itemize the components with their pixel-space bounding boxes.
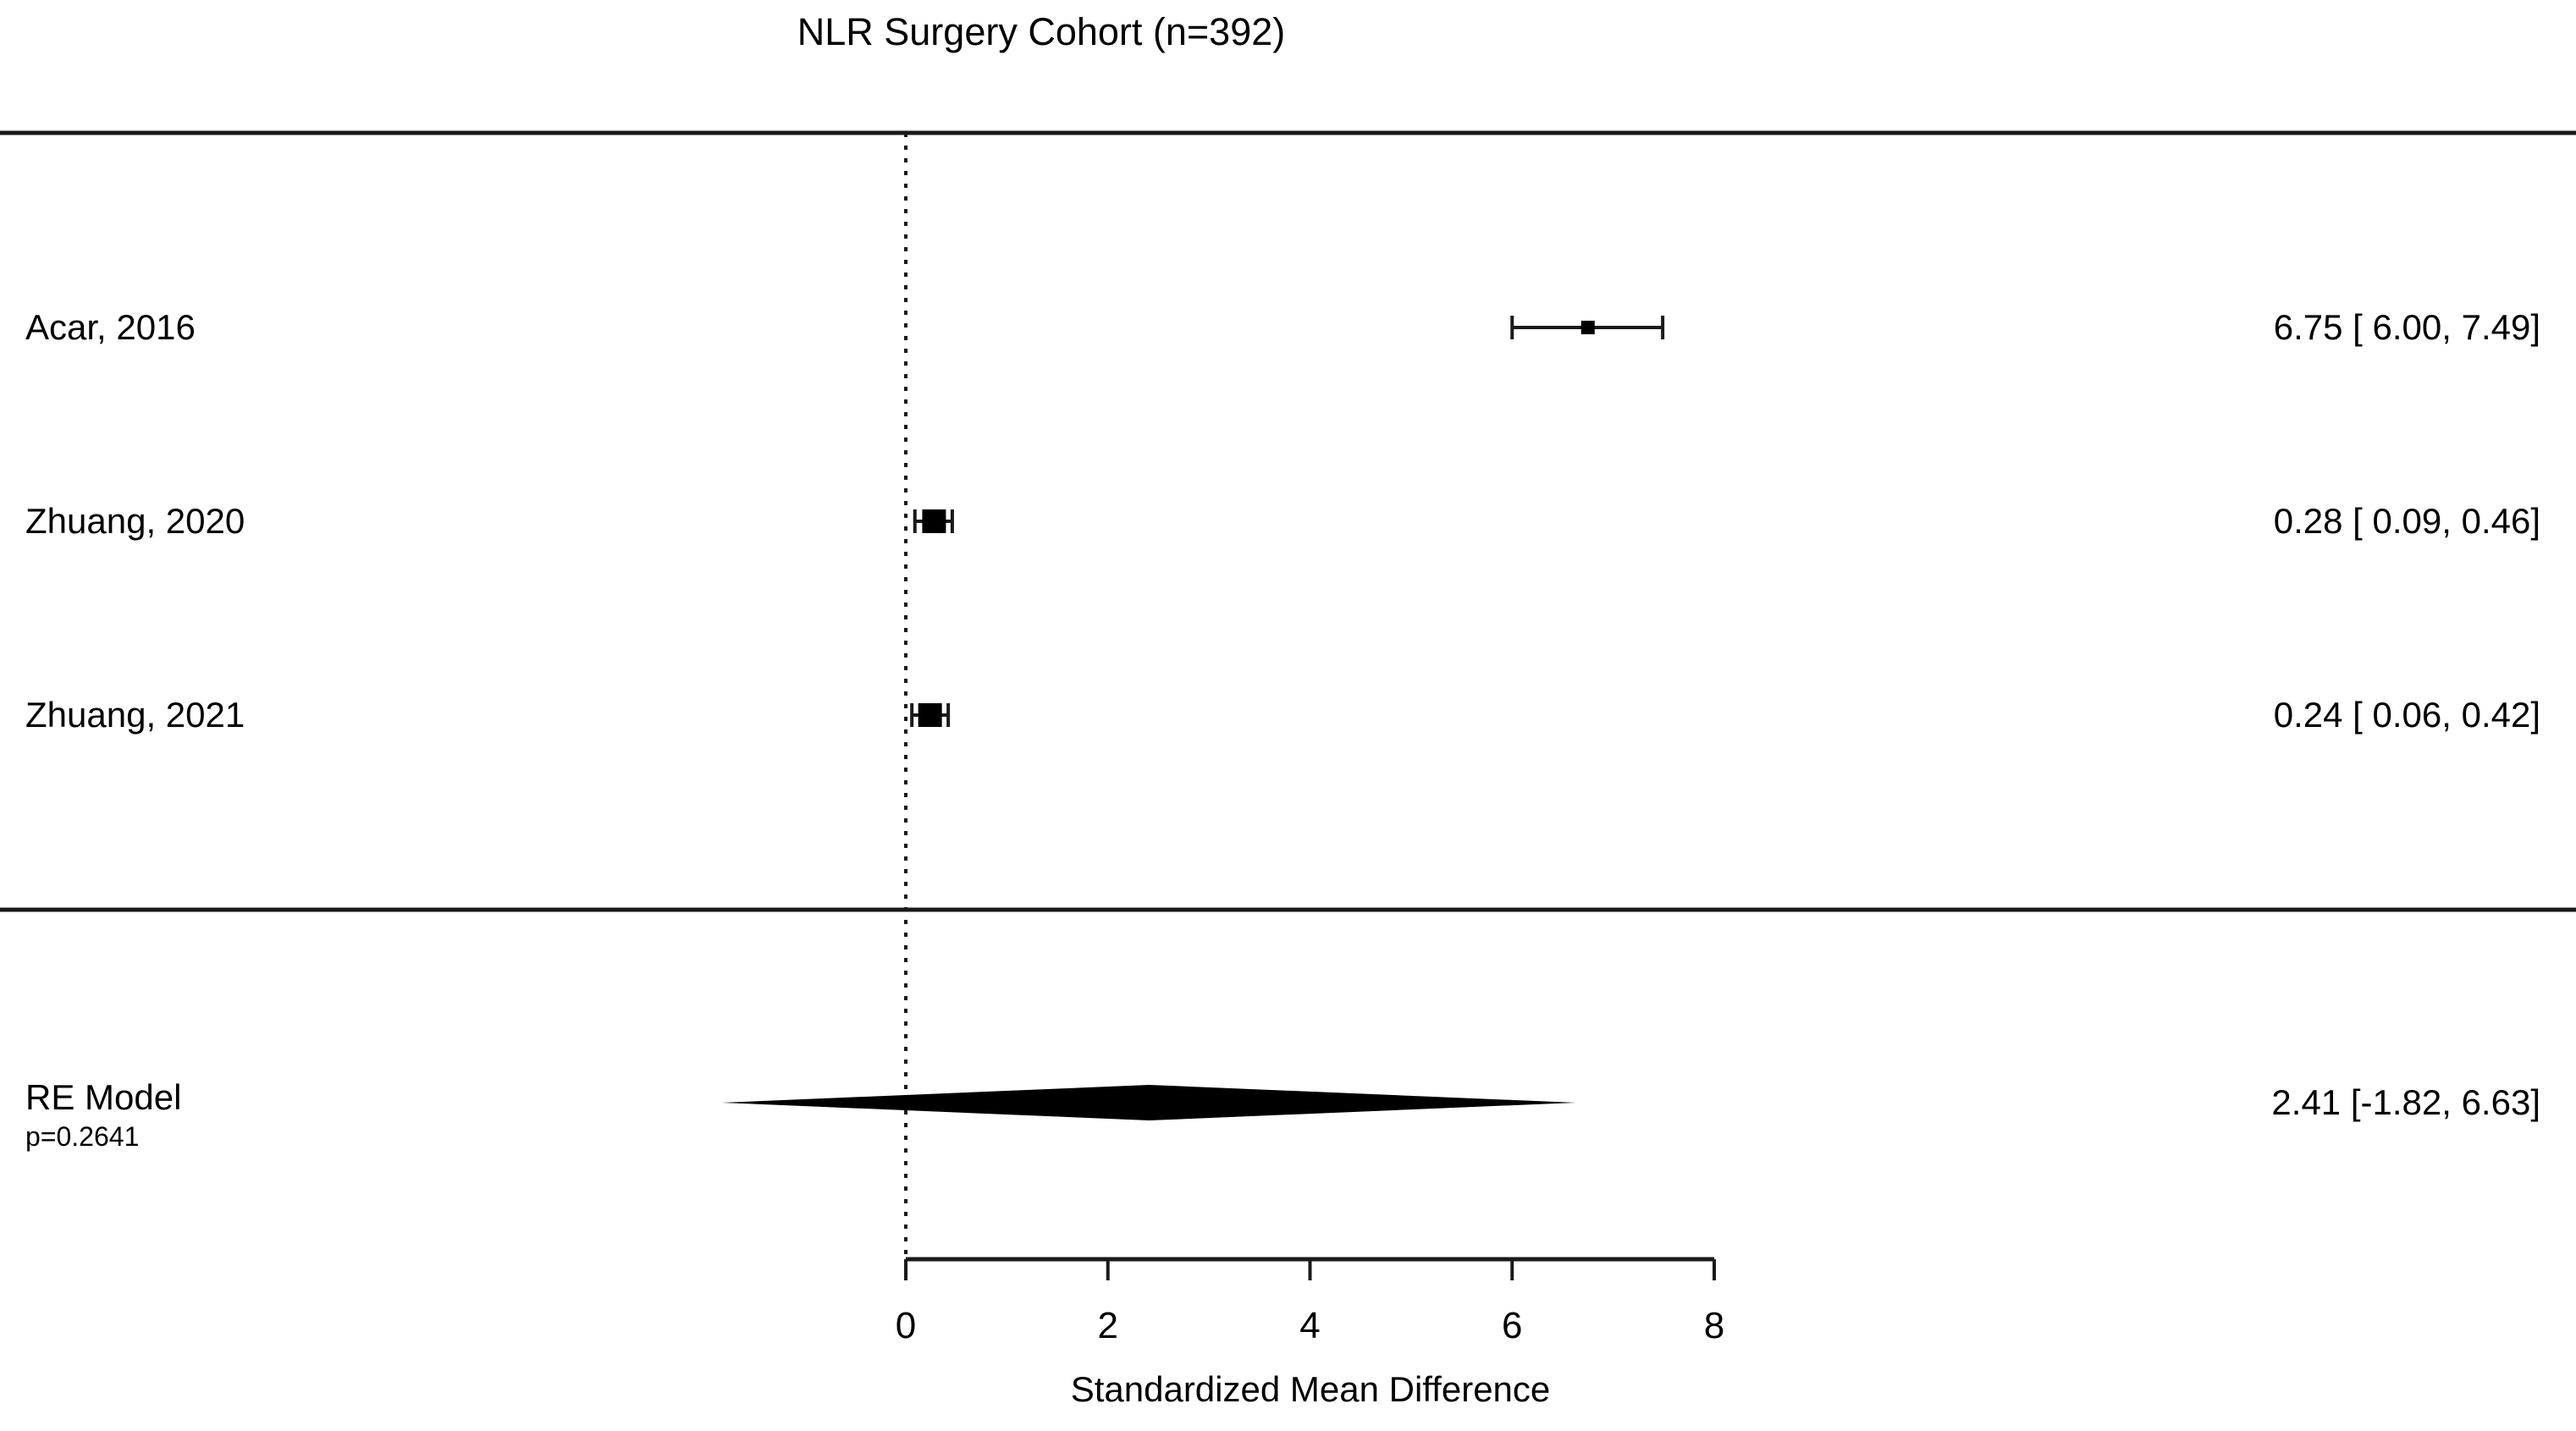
- study-point-square: [918, 703, 942, 727]
- x-axis-tick-label: 0: [895, 1305, 917, 1346]
- study-estimate-zhuang-2021: 0.24 [ 0.06, 0.42]: [2273, 695, 2540, 735]
- summary-p-value: p=0.2641: [25, 1121, 140, 1152]
- study-point-square: [1580, 321, 1595, 334]
- summary-diamond: [721, 1085, 1576, 1120]
- x-axis-tick-label: 4: [1299, 1305, 1321, 1346]
- study-label-acar-2016: Acar, 2016: [25, 307, 196, 347]
- summary-estimate: 2.41 [-1.82, 6.63]: [2271, 1082, 2540, 1122]
- study-estimate-zhuang-2020: 0.28 [ 0.09, 0.46]: [2273, 501, 2540, 541]
- study-label-zhuang-2020: Zhuang, 2020: [25, 501, 245, 541]
- summary-model-label: RE Model: [25, 1077, 182, 1117]
- chart-title: NLR Surgery Cohort (n=392): [797, 10, 1286, 53]
- x-axis-tick-label: 2: [1097, 1305, 1118, 1346]
- x-axis-tick-label: 6: [1502, 1305, 1523, 1346]
- x-axis-label: Standardized Mean Difference: [1070, 1369, 1551, 1409]
- study-point-square: [922, 509, 946, 533]
- x-axis-tick-label: 8: [1703, 1305, 1725, 1346]
- study-label-zhuang-2021: Zhuang, 2021: [25, 695, 245, 735]
- study-estimate-acar-2016: 6.75 [ 6.00, 7.49]: [2273, 307, 2540, 347]
